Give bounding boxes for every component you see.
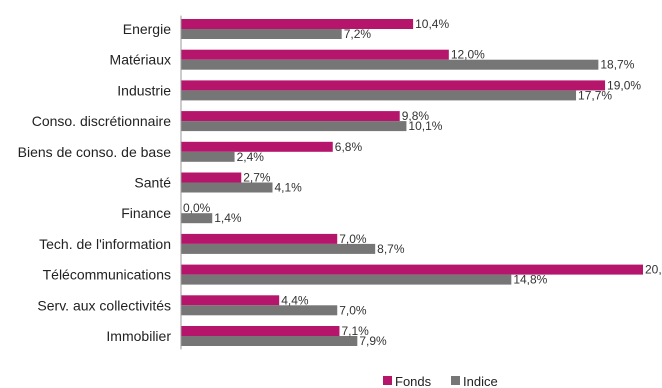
category-label-finance: Finance	[121, 205, 171, 221]
category-labels: Energie Matériaux Industrie Conso. discréti…	[18, 21, 172, 344]
category-label-tech-de-l-information: Tech. de l'information	[39, 236, 171, 252]
bar-fonds-materiaux	[181, 49, 449, 60]
bar-fonds-serv-aux-collectivites	[181, 295, 280, 306]
value-label-indice-sante: 4,1%	[275, 181, 303, 195]
value-label-indice-industrie: 17,7%	[578, 88, 612, 102]
bar-fonds-conso-discretionnaire	[181, 111, 400, 122]
value-label-fonds-immobilier: 7,1%	[341, 324, 369, 338]
bar-indice-finance	[181, 213, 213, 224]
bar-indice-conso-discretionnaire	[181, 121, 407, 132]
bar-indice-telecommunications	[181, 274, 512, 285]
value-label-fonds-finance: 0,0%	[183, 201, 211, 215]
legend-label-indice: Indice	[463, 374, 498, 388]
bar-indice-sante	[181, 182, 273, 193]
value-label-fonds-sante: 2,7%	[243, 171, 271, 185]
legend-swatch-indice	[451, 376, 460, 385]
value-label-indice-energie: 7,2%	[344, 27, 372, 41]
bar-fonds-sante	[181, 172, 242, 183]
value-label-fonds-materiaux: 12,0%	[451, 48, 485, 62]
value-label-indice-telecommunications: 14,8%	[513, 273, 547, 287]
value-label-indice-biens-de-conso-de-base: 2,4%	[237, 150, 265, 164]
category-label-materiaux: Matériaux	[110, 52, 171, 68]
value-label-fonds-conso-discretionnaire: 9,8%	[402, 109, 430, 123]
bar-indice-biens-de-conso-de-base	[181, 151, 235, 162]
bar-indice-energie	[181, 29, 342, 39]
category-label-biens-de-conso-de-base: Biens de conso. de base	[18, 144, 172, 160]
bar-indice-immobilier	[181, 336, 358, 346]
bar-indice-materiaux	[181, 59, 599, 70]
value-label-indice-immobilier: 7,9%	[359, 334, 387, 348]
legend: Fonds Indice	[383, 374, 498, 388]
bar-fonds-biens-de-conso-de-base	[181, 141, 333, 152]
value-label-indice-conso-discretionnaire: 10,1%	[408, 119, 442, 133]
bar-indice-tech-de-l-information	[181, 243, 376, 254]
bar-fonds-industrie	[181, 80, 606, 91]
value-label-fonds-serv-aux-collectivites: 4,4%	[281, 293, 309, 307]
legend-label-fonds: Fonds	[395, 374, 432, 388]
value-label-indice-serv-aux-collectivites: 7,0%	[339, 303, 367, 317]
category-label-conso-discretionnaire: Conso. discrétionnaire	[32, 113, 172, 129]
category-label-serv-aux-collectivites: Serv. aux collectivités	[37, 297, 171, 313]
value-label-fonds-tech-de-l-information: 7,0%	[339, 232, 367, 246]
category-label-energie: Energie	[123, 21, 171, 37]
category-label-telecommunications: Télécommunications	[43, 267, 171, 283]
category-label-industrie: Industrie	[117, 82, 171, 98]
bar-fonds-energie	[181, 19, 414, 29]
category-label-immobilier: Immobilier	[106, 328, 171, 344]
bar-fonds-telecommunications	[181, 264, 643, 275]
value-label-fonds-industrie: 19,0%	[607, 78, 641, 92]
legend-swatch-fonds	[383, 376, 392, 385]
value-label-indice-tech-de-l-information: 8,7%	[377, 242, 405, 256]
bar-fonds-tech-de-l-information	[181, 233, 338, 244]
bar-indice-industrie	[181, 90, 577, 101]
bar-fonds-immobilier	[181, 326, 340, 336]
bars-group	[181, 19, 643, 346]
value-label-indice-finance: 1,4%	[214, 211, 242, 225]
value-label-fonds-biens-de-conso-de-base: 6,8%	[335, 140, 363, 154]
value-labels: 10,4% 7,2% 12,0% 18,7% 19,0%17,7% 9,8%10,1% 6,…	[183, 17, 662, 348]
category-label-sante: Santé	[134, 175, 171, 191]
value-label-fonds-energie: 10,4%	[415, 17, 449, 31]
bar-indice-serv-aux-collectivites	[181, 305, 338, 316]
value-label-indice-materiaux: 18,7%	[600, 58, 634, 72]
value-label-fonds-telecommunications: 20,7%	[645, 263, 662, 277]
